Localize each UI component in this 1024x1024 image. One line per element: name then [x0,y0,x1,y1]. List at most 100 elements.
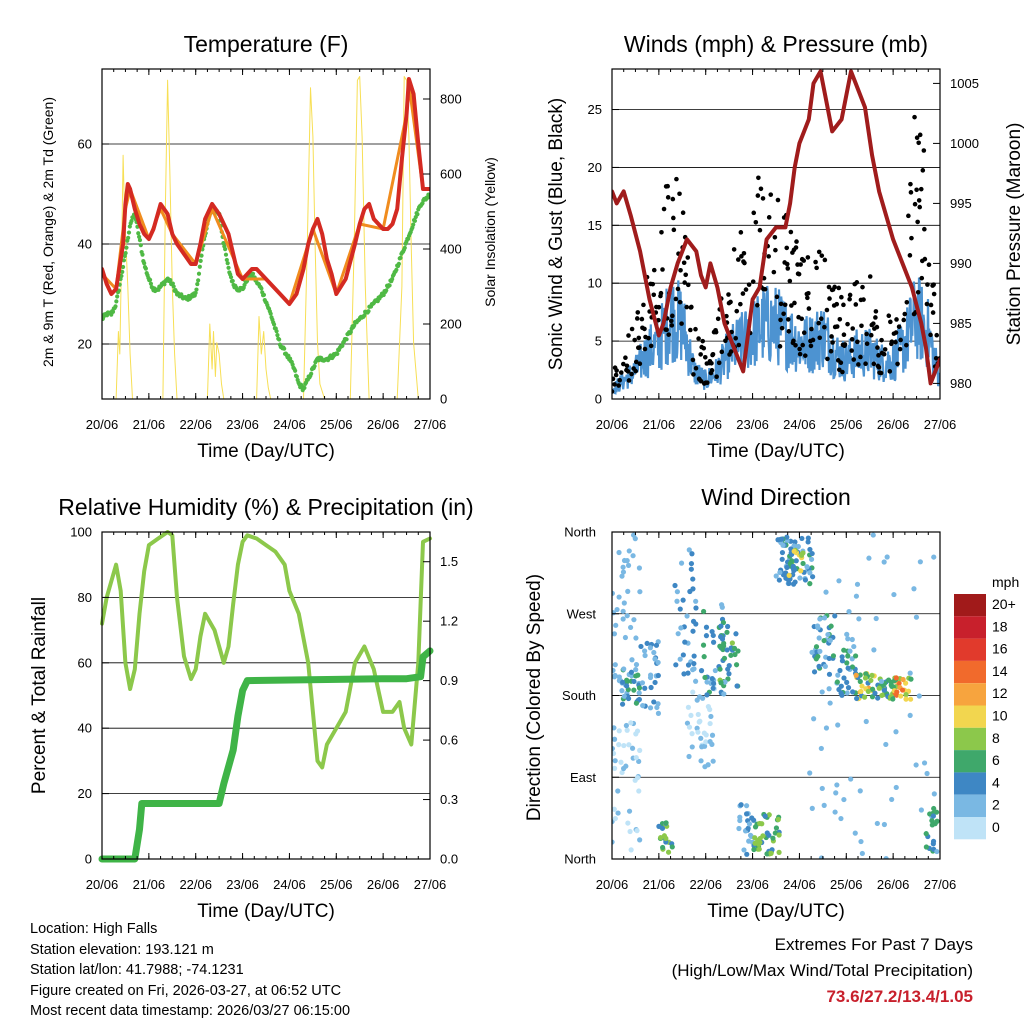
direction-point [917,559,923,565]
gust-point [817,335,823,341]
gust-point [636,335,642,341]
gust-point [898,337,903,343]
gust-point [873,315,878,320]
direction-point [766,832,772,838]
direction-point [627,828,633,835]
dewpoint-point [312,364,317,369]
gust-point [920,168,926,173]
direction-point [690,576,696,582]
direction-point [893,784,899,791]
direction-point [885,677,892,683]
direction-point [807,770,813,776]
panel-wind-direction: 20/06 21/06 22/06 23/06 24/06 25/06 26/06 27/06… [524,484,1019,922]
gust-point [793,342,798,348]
direction-point [798,568,804,574]
direction-point [675,631,681,637]
colorbar-swatch [954,772,986,795]
x-tick-label: 21/06 [133,877,166,892]
gust-point [785,266,791,271]
gust-point [633,368,639,374]
direction-point [832,613,838,619]
gust-point [922,256,928,262]
gust-point [825,356,830,362]
gust-point [701,345,707,351]
direction-point [621,557,628,564]
x-tick-label: 26/06 [877,877,910,892]
direction-tick-label: North [564,852,596,867]
gust-point [838,360,844,366]
y-tick-label: 40 [78,721,92,736]
direction-point [693,621,699,627]
direction-point [709,676,715,682]
direction-point [866,555,872,561]
direction-tick-label: West [567,606,597,621]
direction-point [677,656,683,662]
series-group [102,76,430,399]
gust-point [766,215,772,220]
gust-point [928,302,934,308]
dewpoint-point [224,257,229,263]
direction-point [633,635,639,641]
dewpoint-point [195,281,200,287]
direction-point [913,614,920,620]
gust-point [878,370,884,376]
gust-point [633,359,639,365]
gust-point [859,323,864,329]
direction-point [613,622,619,628]
direction-point [725,623,731,630]
gust-point [849,336,855,342]
gust-point [830,340,835,345]
gust-point [617,377,623,383]
direction-point [616,594,622,600]
direction-point [918,807,924,813]
direction-point [845,636,851,642]
direction-point [816,635,822,641]
gust-point [705,380,710,386]
direction-point [637,589,643,595]
gust-point [916,140,921,146]
y-right-tick-label: 0 [440,392,447,407]
direction-point [612,765,618,771]
direction-point [718,623,724,629]
direction-point [838,815,844,822]
direction-point [616,549,622,556]
gust-point [816,320,821,326]
dewpoint-point [199,253,204,258]
gust-point [681,260,687,266]
direction-point [726,671,732,677]
y-tick-label: 20 [78,786,92,801]
gust-point [756,175,761,181]
direction-point [691,660,697,667]
gust-point [822,257,828,263]
dewpoint-point [147,277,153,282]
dewpoint-point [142,261,147,266]
dewpoint-point [398,255,403,260]
gust-point [637,361,643,367]
direction-point [616,728,622,734]
direction-point [900,676,906,683]
direction-point [931,805,937,812]
direction-point [838,683,844,689]
gust-point [791,338,796,344]
dewpoint-point [427,194,430,199]
dewpoint-point [194,287,199,292]
gust-point [670,313,675,319]
gust-point [914,187,919,193]
direction-point [695,729,701,735]
direction-point [810,574,816,580]
gust-point [642,346,648,352]
direction-point [800,560,806,567]
direction-point [923,844,929,850]
gust-point [738,301,743,307]
direction-point [893,675,899,681]
gust-point [894,317,899,322]
direction-point [852,830,858,836]
gust-point [665,183,670,189]
gust-point [689,304,694,310]
direction-point [805,539,811,545]
x-tick-label: 26/06 [367,417,400,432]
direction-point [705,704,712,710]
dewpoint-point [126,230,132,235]
direction-point [857,678,863,685]
direction-point [784,538,790,544]
